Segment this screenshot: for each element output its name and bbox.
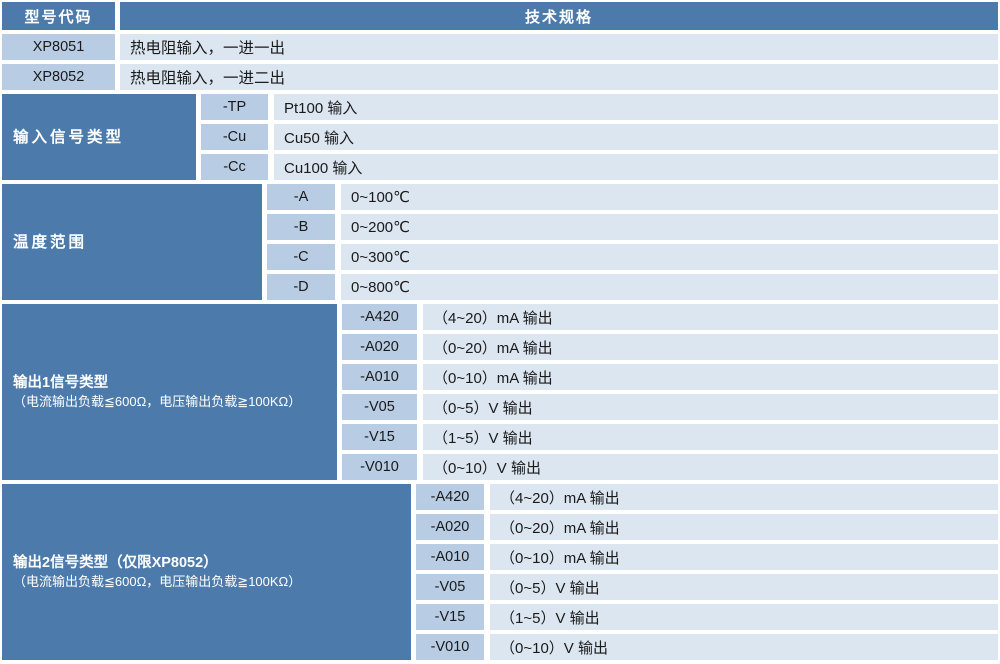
option-code-cell: -V15 xyxy=(342,424,417,450)
header-model-code: 型号代码 xyxy=(2,2,115,30)
option-code-cell: -A420 xyxy=(342,304,417,330)
section-output2-signal-type: 输出2信号类型（仅限XP8052） （电流输出负载≦600Ω，电压输出负载≧10… xyxy=(2,484,998,660)
table-row: -A 0~100℃ xyxy=(267,184,998,210)
table-row: XP8051 热电阻输入，一进一出 xyxy=(2,34,998,60)
option-desc-cell: （1~5）V 输出 xyxy=(490,604,998,630)
table-row: -A420 （4~20）mA 输出 xyxy=(416,484,998,510)
table-row: -V05 （0~5）V 输出 xyxy=(416,574,998,600)
table-row: -C 0~300℃ xyxy=(267,244,998,270)
option-code-cell: -Cc xyxy=(201,154,268,180)
option-code-cell: -V05 xyxy=(416,574,484,600)
table-row: -A020 （0~20）mA 输出 xyxy=(416,514,998,540)
option-code-cell: -C xyxy=(267,244,335,270)
option-code-cell: -V010 xyxy=(416,634,484,660)
section-title: 温度范围 xyxy=(13,233,88,251)
section-title: 输入信号类型 xyxy=(13,128,125,146)
table-row: -TP Pt100 输入 xyxy=(201,94,998,120)
option-desc-cell: （0~10）mA 输出 xyxy=(490,544,998,570)
section-title-cell: 输出2信号类型（仅限XP8052） （电流输出负载≦600Ω，电压输出负载≧10… xyxy=(2,484,411,660)
option-code-cell: -A010 xyxy=(342,364,417,390)
option-desc-cell: 0~300℃ xyxy=(341,244,998,270)
section-title-cell: 输入信号类型 xyxy=(2,94,196,180)
table-row: -Cc Cu100 输入 xyxy=(201,154,998,180)
table-row: -A020 （0~20）mA 输出 xyxy=(342,334,998,360)
table-row: -D 0~800℃ xyxy=(267,274,998,300)
option-code-cell: -A020 xyxy=(416,514,484,540)
option-desc-cell: 0~200℃ xyxy=(341,214,998,240)
option-desc-cell: （0~10）mA 输出 xyxy=(423,364,998,390)
table-header-row: 型号代码 技术规格 xyxy=(2,2,998,30)
option-desc-cell: 0~800℃ xyxy=(341,274,998,300)
section-title: 输出2信号类型（仅限XP8052） xyxy=(13,554,218,571)
option-code-cell: -V15 xyxy=(416,604,484,630)
section-title-cell: 温度范围 xyxy=(2,184,262,300)
option-code-cell: -B xyxy=(267,214,335,240)
section-title-cell: 输出1信号类型 （电流输出负载≦600Ω，电压输出负载≧100KΩ） xyxy=(2,304,337,480)
section-input-signal-type: 输入信号类型 -TP Pt100 输入 -Cu Cu50 输入 -Cc Cu10… xyxy=(2,94,998,180)
option-desc-cell: （4~20）mA 输出 xyxy=(490,484,998,510)
table-row: -A010 （0~10）mA 输出 xyxy=(416,544,998,570)
option-desc-cell: （0~5）V 输出 xyxy=(423,394,998,420)
section-note: （电流输出负载≦600Ω，电压输出负载≧100KΩ） xyxy=(13,573,302,589)
section-rows: -A420 （4~20）mA 输出 -A020 （0~20）mA 输出 -A01… xyxy=(342,304,998,480)
table-row: -A010 （0~10）mA 输出 xyxy=(342,364,998,390)
section-title: 输出1信号类型 xyxy=(13,374,109,391)
model-desc-cell: 热电阻输入，一进一出 xyxy=(120,34,998,60)
table-row: -V15 （1~5）V 输出 xyxy=(342,424,998,450)
model-desc-cell: 热电阻输入，一进二出 xyxy=(120,64,998,90)
option-desc-cell: （0~20）mA 输出 xyxy=(423,334,998,360)
option-desc-cell: （1~5）V 输出 xyxy=(423,424,998,450)
option-desc-cell: 0~100℃ xyxy=(341,184,998,210)
section-rows: -A420 （4~20）mA 输出 -A020 （0~20）mA 输出 -A01… xyxy=(416,484,998,660)
section-note: （电流输出负载≦600Ω，电压输出负载≧100KΩ） xyxy=(13,393,302,409)
table-row: -B 0~200℃ xyxy=(267,214,998,240)
header-tech-spec: 技术规格 xyxy=(120,2,998,30)
option-desc-cell: （4~20）mA 输出 xyxy=(423,304,998,330)
option-code-cell: -A xyxy=(267,184,335,210)
option-code-cell: -D xyxy=(267,274,335,300)
option-desc-cell: （0~5）V 输出 xyxy=(490,574,998,600)
option-desc-cell: Pt100 输入 xyxy=(274,94,998,120)
section-output1-signal-type: 输出1信号类型 （电流输出负载≦600Ω，电压输出负载≧100KΩ） -A420… xyxy=(2,304,998,480)
table-row: -A420 （4~20）mA 输出 xyxy=(342,304,998,330)
option-desc-cell: Cu100 输入 xyxy=(274,154,998,180)
table-row: -V15 （1~5）V 输出 xyxy=(416,604,998,630)
model-code-cell: XP8051 xyxy=(2,34,115,60)
model-code-cell: XP8052 xyxy=(2,64,115,90)
table-row: -V010 （0~10）V 输出 xyxy=(342,454,998,480)
table-row: -Cu Cu50 输入 xyxy=(201,124,998,150)
table-row: -V05 （0~5）V 输出 xyxy=(342,394,998,420)
table-row: XP8052 热电阻输入，一进二出 xyxy=(2,64,998,90)
option-desc-cell: （0~10）V 输出 xyxy=(423,454,998,480)
section-rows: -TP Pt100 输入 -Cu Cu50 输入 -Cc Cu100 输入 xyxy=(201,94,998,180)
option-code-cell: -V05 xyxy=(342,394,417,420)
option-desc-cell: Cu50 输入 xyxy=(274,124,998,150)
option-code-cell: -V010 xyxy=(342,454,417,480)
section-temperature-range: 温度范围 -A 0~100℃ -B 0~200℃ -C 0~300℃ -D 0~… xyxy=(2,184,998,300)
option-code-cell: -A010 xyxy=(416,544,484,570)
option-desc-cell: （0~20）mA 输出 xyxy=(490,514,998,540)
option-code-cell: -A420 xyxy=(416,484,484,510)
option-code-cell: -Cu xyxy=(201,124,268,150)
option-desc-cell: （0~10）V 输出 xyxy=(490,634,998,660)
option-code-cell: -A020 xyxy=(342,334,417,360)
option-code-cell: -TP xyxy=(201,94,268,120)
section-rows: -A 0~100℃ -B 0~200℃ -C 0~300℃ -D 0~800℃ xyxy=(267,184,998,300)
table-row: -V010 （0~10）V 输出 xyxy=(416,634,998,660)
